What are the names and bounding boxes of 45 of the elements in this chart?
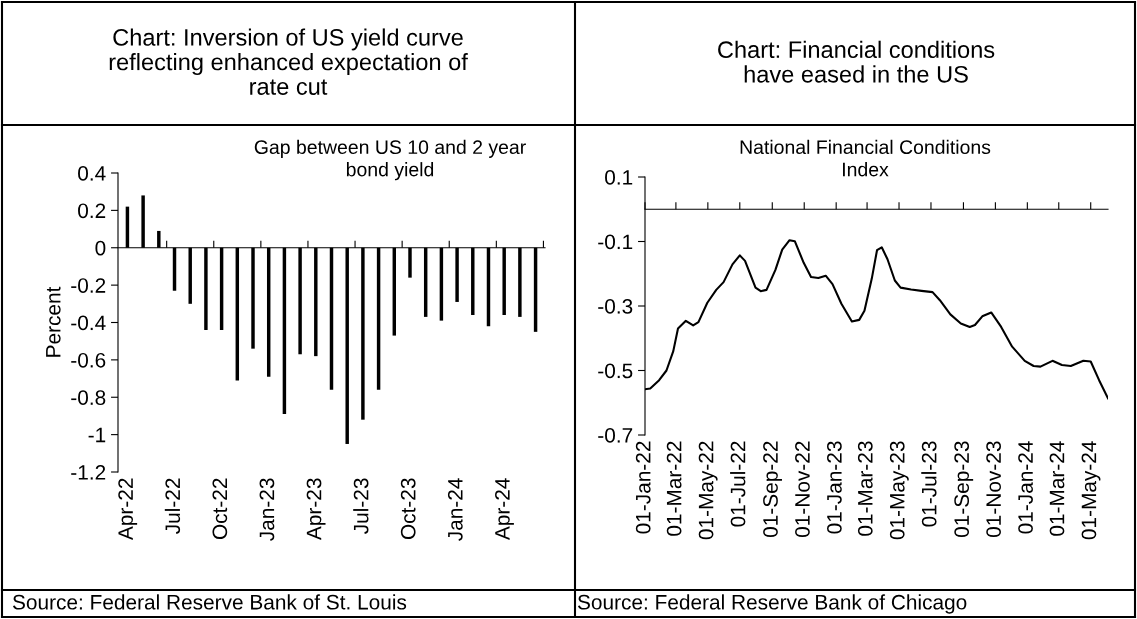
x-tick-label: 01-May-23 <box>889 441 909 540</box>
x-tick-label: 01-Sep-22 <box>763 441 782 538</box>
x-tick-label: 01-Jan-24 <box>1018 441 1033 534</box>
x-tick-label: 01-Sep-23 <box>954 441 974 538</box>
chart-subtitle: National Financial Conditions Index <box>740 139 991 177</box>
x-tick-label: 01-May-24 <box>1081 441 1101 540</box>
source-note: Source: Federal Reserve Bank of Chicago <box>577 594 967 614</box>
x-tick-label: Apr-22 <box>118 478 138 541</box>
x-tick-label: 01-Nov-23 <box>986 441 1001 537</box>
y-tick-label: -0.2 <box>71 278 106 293</box>
y-tick-label: 0.4 <box>78 166 106 181</box>
x-tick-label: Oct-23 <box>400 478 416 540</box>
y-tick-label: -0.3 <box>598 299 633 314</box>
x-tick-label: 01-Jul-23 <box>921 441 937 527</box>
x-tick-label: 01-Mar-23 <box>857 441 873 536</box>
y-tick-label: 0 <box>95 240 106 256</box>
x-tick-label: 01-Nov-22 <box>795 441 810 537</box>
x-tick-label: 01-May-22 <box>698 441 718 540</box>
x-tick-label: Jul-23 <box>353 478 369 534</box>
y-tick-label: -0.4 <box>71 315 106 331</box>
x-tick-label: Jan-23 <box>259 478 275 541</box>
x-tick-label: Apr-24 <box>495 478 514 541</box>
x-tick-label: 01-Jan-22 <box>635 441 651 534</box>
chart-title: Chart: Financial conditions have eased in the US <box>718 40 995 83</box>
y-tick-label: -1 <box>88 427 106 443</box>
x-tick-label: 01-Mar-22 <box>666 441 682 536</box>
x-tick-label: 01-Jul-22 <box>730 441 746 527</box>
y-tick-label: 0.1 <box>605 170 633 185</box>
x-tick-label: Jan-24 <box>447 478 463 541</box>
chart-subtitle: Gap between US 10 and 2 year bond yield <box>254 139 526 181</box>
y-tick-label: -0.1 <box>598 234 633 250</box>
y-tick-label: -0.7 <box>598 428 633 443</box>
chart-title: Chart: Inversion of US yield curve reflecting enhanced expectation of rate cut <box>109 28 468 95</box>
x-tick-label: Apr-23 <box>306 478 326 541</box>
x-tick-label: Jul-22 <box>164 478 181 534</box>
x-tick-label: 01-Jan-23 <box>827 441 842 534</box>
y-tick-label: -0.5 <box>598 363 633 379</box>
x-tick-label: 01-Mar-24 <box>1049 441 1065 536</box>
y-tick-label: -0.8 <box>71 390 106 405</box>
y-tick-label: 0.2 <box>78 203 106 219</box>
y-axis-title: Percent <box>46 286 61 357</box>
y-tick-label: -1.2 <box>71 465 106 480</box>
y-tick-label: -0.6 <box>71 352 106 368</box>
x-tick-label: Oct-22 <box>212 478 228 540</box>
source-note: Source: Federal Reserve Bank of St. Louis <box>12 594 407 610</box>
